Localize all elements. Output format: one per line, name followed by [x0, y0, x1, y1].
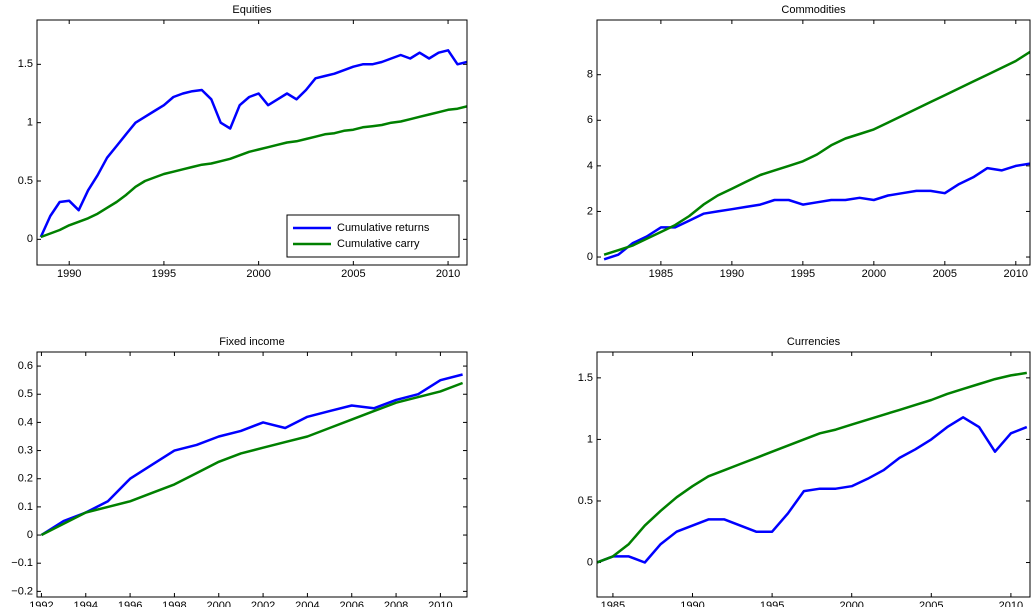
y-tick-label: 0.5 [18, 388, 33, 400]
y-tick-label: 1 [27, 117, 33, 129]
chart-title: Equities [232, 4, 272, 16]
x-tick-label: 1990 [57, 268, 81, 280]
y-tick-label: 0.3 [18, 444, 33, 456]
y-tick-label: 0.4 [18, 416, 33, 428]
chart-title: Fixed income [219, 336, 284, 348]
x-tick-label: 2000 [862, 268, 886, 280]
chart-title: Commodities [781, 4, 846, 16]
series-line [40, 373, 463, 537]
y-tick-label: 8 [587, 69, 593, 81]
y-tick-label: −0.1 [11, 557, 33, 569]
x-tick-label: 2000 [207, 600, 231, 607]
x-tick-label: 1985 [649, 268, 673, 280]
x-tick-label: 1995 [760, 600, 784, 607]
x-tick-label: 2008 [384, 600, 408, 607]
x-tick-label: 1994 [74, 600, 98, 607]
series-line [40, 105, 467, 239]
y-tick-label: 0 [587, 251, 593, 263]
x-tick-label: 2010 [436, 268, 460, 280]
y-tick-label: 4 [587, 160, 593, 172]
x-tick-label: 1996 [118, 600, 142, 607]
y-tick-label: 1.5 [578, 372, 593, 384]
x-tick-label: 1992 [29, 600, 53, 607]
y-tick-label: 0 [587, 556, 593, 568]
x-tick-label: 2005 [919, 600, 943, 607]
y-tick-label: 6 [587, 114, 593, 126]
x-tick-label: 2010 [428, 600, 452, 607]
axes-frame [596, 351, 1031, 598]
chart-title: Currencies [787, 336, 841, 348]
y-tick-label: 0 [27, 529, 33, 541]
series-line [40, 381, 464, 537]
series-line [603, 50, 1030, 256]
y-tick-label: −0.2 [11, 585, 33, 597]
x-tick-label: 2000 [246, 268, 270, 280]
y-tick-label: 0.2 [18, 473, 33, 485]
axes-frame [36, 19, 468, 266]
x-tick-label: 1995 [152, 268, 176, 280]
y-tick-label: 0.1 [18, 501, 33, 513]
y-tick-label: 0.6 [18, 360, 33, 372]
y-tick-label: 0.5 [578, 495, 593, 507]
x-tick-label: 2005 [933, 268, 957, 280]
series-line [597, 416, 1028, 564]
x-tick-label: 1990 [720, 268, 744, 280]
x-tick-label: 1985 [601, 600, 625, 607]
series-line [603, 162, 1030, 261]
x-tick-label: 2005 [341, 268, 365, 280]
x-tick-label: 2004 [295, 600, 319, 607]
legend-label: Cumulative returns [337, 222, 430, 234]
y-tick-label: 2 [587, 205, 593, 217]
y-tick-label: 1 [587, 433, 593, 445]
x-tick-label: 1990 [680, 600, 704, 607]
y-tick-label: 0 [27, 233, 33, 245]
legend: Cumulative returns Cumulative carry [286, 214, 460, 258]
legend-label: Cumulative carry [337, 238, 420, 250]
legend-box [286, 214, 460, 258]
y-tick-label: 1.5 [18, 58, 33, 70]
x-tick-label: 1998 [162, 600, 186, 607]
series-line [597, 371, 1027, 564]
x-tick-label: 2010 [1004, 268, 1028, 280]
series-line [39, 49, 467, 238]
x-tick-label: 2002 [251, 600, 275, 607]
x-tick-label: 2000 [839, 600, 863, 607]
axes-frame [36, 351, 468, 598]
axes-frame [596, 19, 1031, 266]
x-tick-label: 1995 [791, 268, 815, 280]
y-tick-label: 0.5 [18, 175, 33, 187]
x-tick-label: 2010 [999, 600, 1023, 607]
x-tick-label: 2006 [340, 600, 364, 607]
